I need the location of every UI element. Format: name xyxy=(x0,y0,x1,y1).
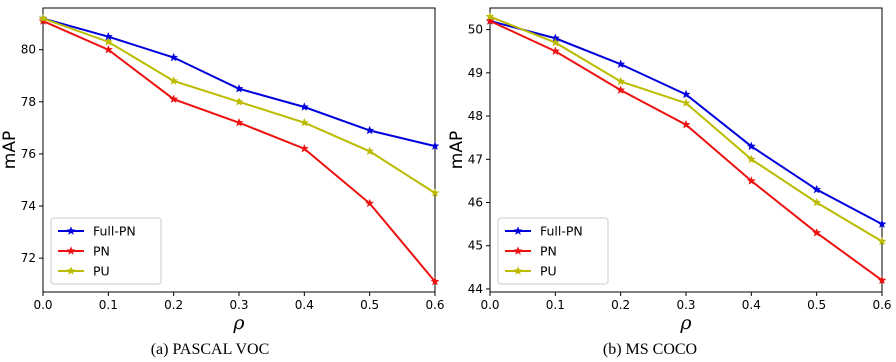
legend-marker xyxy=(513,246,523,255)
y-tick-label: 49 xyxy=(468,66,483,80)
data-point xyxy=(616,85,626,94)
y-tick-label: 44 xyxy=(468,282,483,296)
data-point xyxy=(103,44,113,54)
legend-box xyxy=(50,217,162,285)
y-axis-label: mAP xyxy=(447,131,467,169)
data-point xyxy=(877,236,887,246)
x-axis-label: ρ xyxy=(679,312,692,334)
series-line xyxy=(489,15,883,243)
legend-entry: Full-PN xyxy=(93,224,136,239)
data-point xyxy=(365,146,375,156)
data-point xyxy=(38,13,48,23)
y-tick-label: 45 xyxy=(468,239,483,253)
x-tick-label: 0.6 xyxy=(872,298,891,312)
data-point xyxy=(550,46,560,56)
x-tick-label: 0.1 xyxy=(546,298,565,312)
legend-marker xyxy=(66,226,76,235)
series-pu xyxy=(485,11,887,246)
data-point xyxy=(681,98,691,107)
data-point xyxy=(746,154,756,164)
legend-marker xyxy=(66,266,76,275)
data-point xyxy=(812,228,822,237)
x-tick-label: 0.2 xyxy=(164,298,183,312)
y-tick-label: 48 xyxy=(468,109,483,123)
x-axis-label: ρ xyxy=(232,312,245,334)
x-tick-label: 0.4 xyxy=(295,298,314,312)
data-point xyxy=(430,276,440,286)
x-tick-label: 0.4 xyxy=(742,298,761,312)
y-tick-label: 47 xyxy=(468,152,483,166)
series-pn xyxy=(485,16,887,285)
legend-entry: PN xyxy=(93,244,110,259)
legend-box xyxy=(497,217,609,285)
data-point xyxy=(299,117,309,127)
y-tick-label: 46 xyxy=(468,196,483,210)
data-point xyxy=(746,141,756,151)
data-point xyxy=(616,76,626,86)
legend-entry: Full-PN xyxy=(540,224,583,239)
data-point xyxy=(430,188,440,197)
data-point xyxy=(169,76,179,85)
y-tick-label: 78 xyxy=(21,95,36,109)
data-point xyxy=(550,37,560,47)
y-tick-label: 80 xyxy=(21,43,36,57)
x-tick-label: 0.6 xyxy=(425,298,444,312)
data-point xyxy=(234,97,244,106)
data-point xyxy=(877,275,887,285)
x-tick-label: 0.3 xyxy=(229,298,248,312)
data-point xyxy=(103,37,113,46)
series-full-pn xyxy=(38,13,440,150)
data-point xyxy=(299,102,309,111)
data-point xyxy=(169,52,179,62)
x-tick-label: 0.3 xyxy=(676,298,695,312)
data-point xyxy=(812,184,822,194)
chart-1: 0.0 0.1 0.2 0.3 0.4 0.5 0.6 44 45 46 47 48 49 50 ρ mAP F… xyxy=(447,7,892,358)
series-line xyxy=(42,17,436,194)
data-point xyxy=(485,16,495,25)
legend: Full-PN PN PU xyxy=(497,217,609,285)
y-tick-label: 72 xyxy=(21,251,36,265)
y-axis-label: mAP xyxy=(0,131,20,169)
data-point xyxy=(485,11,495,21)
data-point xyxy=(169,94,179,104)
legend-entry: PN xyxy=(540,244,557,259)
x-tick-label: 0.1 xyxy=(99,298,118,312)
data-point xyxy=(365,198,375,208)
legend: Full-PN PN PU xyxy=(50,217,162,285)
legend-entry: PU xyxy=(93,264,110,279)
data-point xyxy=(365,125,375,135)
data-point xyxy=(234,117,244,127)
series-line xyxy=(42,17,436,148)
legend-marker xyxy=(513,266,523,275)
data-point xyxy=(812,197,822,207)
series-pu xyxy=(38,13,440,197)
y-tick-label: 50 xyxy=(468,23,483,37)
x-tick-label: 0.5 xyxy=(360,298,379,312)
data-point xyxy=(430,141,440,150)
series-pn xyxy=(38,16,440,286)
legend-entry: PU xyxy=(540,264,557,279)
x-tick-label: 0.5 xyxy=(807,298,826,312)
chart-0: 0.0 0.1 0.2 0.3 0.4 0.5 0.6 72 74 76 78 80 ρ mAP Full-… xyxy=(0,7,445,358)
x-tick-label: 0.0 xyxy=(480,298,499,312)
legend-marker xyxy=(66,246,76,255)
data-point xyxy=(877,219,887,228)
y-tick-label: 76 xyxy=(21,147,36,161)
legend-marker xyxy=(513,226,523,235)
data-point xyxy=(681,119,691,129)
chart-caption: (b) MS COCO xyxy=(603,341,697,358)
chart-caption: (a) PASCAL VOC xyxy=(151,341,270,358)
data-point xyxy=(746,176,756,185)
data-point xyxy=(616,59,626,69)
x-tick-label: 0.0 xyxy=(33,298,52,312)
data-point xyxy=(299,143,309,153)
data-point xyxy=(681,89,691,99)
y-tick-label: 74 xyxy=(21,199,36,213)
data-point xyxy=(234,84,244,93)
x-tick-label: 0.2 xyxy=(611,298,630,312)
